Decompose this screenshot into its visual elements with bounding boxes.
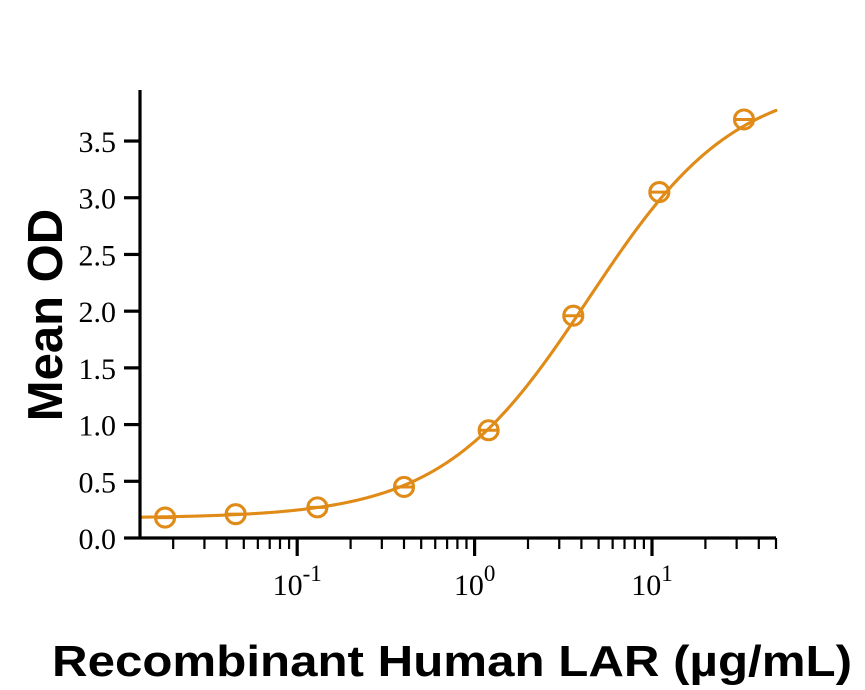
marker-open-circle [154, 506, 177, 529]
marker-open-circle [306, 496, 329, 519]
marker-open-circle [392, 475, 416, 499]
y-tick-label: 2.0 [79, 296, 117, 329]
marker-open-circle [224, 503, 247, 526]
data-point [562, 304, 585, 327]
x-tick-exponent: -1 [303, 561, 322, 586]
y-tick-label: 0.5 [79, 466, 117, 499]
data-point [392, 475, 416, 499]
x-tick-exponent: 0 [484, 561, 496, 586]
y-axis-ticks [124, 139, 140, 540]
y-tick-label: 3.0 [79, 183, 117, 216]
x-axis-title: Recombinant Human LAR (µg/mL) [52, 637, 852, 686]
x-axis-ticks [172, 538, 778, 556]
data-point [306, 496, 329, 519]
y-tick-label: 3.5 [79, 126, 117, 159]
marker-open-circle [477, 419, 500, 442]
data-point [224, 503, 247, 526]
y-axis-tick-labels: 0.0 0.5 1.0 1.5 2.0 2.5 3.0 3.5 [79, 126, 117, 556]
marker-open-circle [732, 108, 756, 131]
y-tick-label: 1.0 [79, 410, 117, 443]
data-point [154, 506, 177, 529]
plot-area [138, 108, 778, 529]
y-tick-label: 2.5 [79, 239, 117, 272]
data-point [732, 108, 756, 131]
y-axis-title: Mean OD [19, 209, 73, 421]
y-tick-label: 1.5 [79, 353, 117, 386]
x-tick-exponent: 1 [661, 561, 673, 586]
data-point [648, 181, 671, 204]
y-tick-label: 0.0 [79, 523, 117, 556]
marker-open-circle [648, 181, 671, 204]
data-point [477, 419, 500, 442]
marker-open-circle [562, 304, 585, 327]
